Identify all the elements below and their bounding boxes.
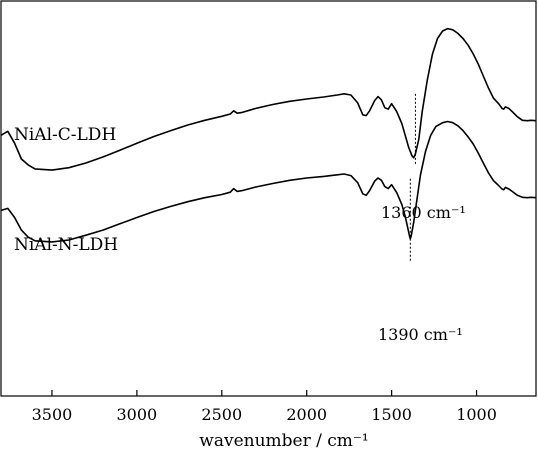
x-tick-label-2500: 2500 [201,405,242,424]
series-label-nial-n-ldh: NiAl-N-LDH [14,235,118,255]
series-label-nial-c-ldh: NiAl-C-LDH [14,125,116,145]
annotation-layer [409,93,416,263]
x-tick-label-3500: 3500 [32,405,73,424]
plot-frame [0,0,537,397]
x-axis-title: wavenumber / cm⁻¹ [199,431,368,451]
annotation-1360: 1360 cm⁻¹ [381,203,466,222]
x-tick-label-1500: 1500 [371,405,412,424]
annotation-1390: 1390 cm⁻¹ [378,325,463,344]
plot-area: 3500 3000 2500 2000 1500 1000 [0,0,537,424]
series-line-1 [0,120,537,243]
series-line-0 [0,27,537,171]
x-axis-ticks: 3500 3000 2500 2000 1500 1000 [32,390,497,424]
x-tick-label-2000: 2000 [286,405,327,424]
x-tick-label-1000: 1000 [456,405,497,424]
series-layer [0,27,537,243]
x-tick-label-3000: 3000 [117,405,158,424]
